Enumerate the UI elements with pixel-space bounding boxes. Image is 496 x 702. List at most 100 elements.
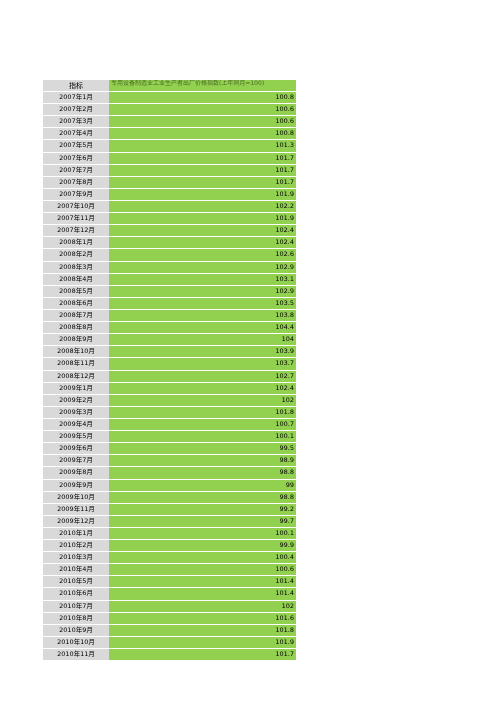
date-cell[interactable]: 2009年1月 [43, 382, 109, 395]
date-cell[interactable]: 2009年7月 [43, 455, 109, 468]
date-cell[interactable]: 2010年8月 [43, 612, 109, 625]
date-cell[interactable]: 2009年11月 [43, 503, 109, 516]
date-cell[interactable]: 2007年1月 [43, 92, 109, 105]
date-cell[interactable]: 2010年10月 [43, 636, 109, 650]
value-cell[interactable]: 99.7 [109, 515, 296, 528]
date-cell[interactable]: 2010年6月 [43, 588, 109, 601]
value-cell[interactable]: 103.9 [109, 346, 296, 359]
date-cell[interactable]: 2007年8月 [43, 176, 109, 189]
value-cell[interactable]: 100.7 [109, 418, 296, 432]
date-cell[interactable]: 2009年8月 [43, 467, 109, 480]
value-cell[interactable]: 101.7 [109, 176, 296, 189]
value-cell[interactable]: 102.9 [109, 285, 296, 298]
date-cell[interactable]: 2009年12月 [43, 515, 109, 528]
date-cell[interactable]: 2008年3月 [43, 261, 109, 274]
date-cell[interactable]: 2009年9月 [43, 479, 109, 492]
table-row: 2010年4月 100.6 [43, 564, 296, 577]
date-cell[interactable]: 2008年4月 [43, 273, 109, 286]
date-cell[interactable]: 2007年6月 [43, 152, 109, 165]
value-cell[interactable]: 102 [109, 394, 296, 407]
date-cell[interactable]: 2008年8月 [43, 322, 109, 335]
value-cell[interactable]: 103.7 [109, 358, 296, 371]
date-cell[interactable]: 2008年12月 [43, 370, 109, 383]
table-row: 2007年4月 100.8 [43, 128, 296, 141]
date-cell[interactable]: 2009年6月 [43, 443, 109, 456]
date-cell[interactable]: 2007年10月 [43, 200, 109, 214]
value-cell[interactable]: 101.9 [109, 213, 296, 226]
date-cell[interactable]: 2008年9月 [43, 334, 109, 347]
value-cell[interactable]: 102.4 [109, 382, 296, 395]
value-cell[interactable]: 101.8 [109, 406, 296, 419]
date-cell[interactable]: 2007年12月 [43, 225, 109, 238]
date-cell[interactable]: 2009年3月 [43, 406, 109, 419]
value-cell[interactable]: 98.8 [109, 491, 296, 504]
value-cell[interactable]: 100.6 [109, 564, 296, 577]
value-cell[interactable]: 101.6 [109, 612, 296, 625]
value-cell[interactable]: 101.4 [109, 576, 296, 589]
value-cell[interactable]: 101.8 [109, 624, 296, 637]
date-cell[interactable]: 2010年2月 [43, 540, 109, 553]
date-cell[interactable]: 2008年10月 [43, 346, 109, 359]
date-cell[interactable]: 2008年5月 [43, 285, 109, 298]
date-cell[interactable]: 2009年10月 [43, 491, 109, 504]
value-cell[interactable]: 100.6 [109, 116, 296, 129]
date-cell[interactable]: 2008年2月 [43, 249, 109, 262]
value-cell[interactable]: 100.8 [109, 128, 296, 141]
value-cell[interactable]: 98.9 [109, 455, 296, 468]
date-cell[interactable]: 2007年9月 [43, 188, 109, 201]
date-cell[interactable]: 2010年5月 [43, 576, 109, 589]
value-cell[interactable]: 103.1 [109, 273, 296, 286]
value-cell[interactable]: 99.2 [109, 503, 296, 516]
date-cell[interactable]: 2010年4月 [43, 564, 109, 577]
value-cell[interactable]: 101.4 [109, 588, 296, 601]
value-cell[interactable]: 102.7 [109, 370, 296, 383]
date-cell[interactable]: 2010年3月 [43, 552, 109, 565]
date-cell[interactable]: 2009年2月 [43, 394, 109, 407]
value-cell[interactable]: 101.9 [109, 188, 296, 201]
date-cell[interactable]: 2008年1月 [43, 237, 109, 250]
header-value-cell[interactable]: 专用设备制造业工业生产者出厂价格指数(上年同月=100) [109, 80, 296, 92]
value-cell[interactable]: 100.1 [109, 527, 296, 541]
value-cell[interactable]: 102.9 [109, 261, 296, 274]
date-cell[interactable]: 2009年5月 [43, 431, 109, 444]
date-cell[interactable]: 2007年7月 [43, 164, 109, 177]
value-cell[interactable]: 104 [109, 334, 296, 347]
value-cell[interactable]: 100.8 [109, 92, 296, 105]
date-cell[interactable]: 2009年4月 [43, 418, 109, 432]
value-cell[interactable]: 99.5 [109, 443, 296, 456]
value-cell[interactable]: 102.6 [109, 249, 296, 262]
date-cell[interactable]: 2010年1月 [43, 527, 109, 541]
value-cell[interactable]: 101.7 [109, 649, 296, 662]
value-cell[interactable]: 102.4 [109, 237, 296, 250]
date-cell[interactable]: 2007年5月 [43, 140, 109, 153]
data-table: 指标 专用设备制造业工业生产者出厂价格指数(上年同月=100) 2007年1月 1… [43, 80, 296, 662]
value-cell[interactable]: 101.9 [109, 636, 296, 650]
value-cell[interactable]: 98.8 [109, 467, 296, 480]
value-cell[interactable]: 100.1 [109, 431, 296, 444]
value-cell[interactable]: 103.5 [109, 297, 296, 310]
value-cell[interactable]: 104.4 [109, 322, 296, 335]
value-cell[interactable]: 100.4 [109, 552, 296, 565]
date-cell[interactable]: 2007年4月 [43, 128, 109, 141]
value-cell[interactable]: 99 [109, 479, 296, 492]
date-cell[interactable]: 2008年7月 [43, 309, 109, 323]
value-cell[interactable]: 103.8 [109, 309, 296, 323]
date-cell[interactable]: 2010年9月 [43, 624, 109, 637]
date-cell[interactable]: 2008年11月 [43, 358, 109, 371]
value-cell[interactable]: 99.9 [109, 540, 296, 553]
header-label-cell[interactable]: 指标 [43, 80, 109, 92]
date-cell[interactable]: 2008年6月 [43, 297, 109, 310]
value-cell[interactable]: 100.6 [109, 104, 296, 117]
value-cell[interactable]: 102.2 [109, 200, 296, 214]
value-cell[interactable]: 101.7 [109, 152, 296, 165]
value-cell[interactable]: 102 [109, 600, 296, 613]
table-row: 2009年1月 102.4 [43, 382, 296, 395]
date-cell[interactable]: 2007年3月 [43, 116, 109, 129]
date-cell[interactable]: 2007年11月 [43, 213, 109, 226]
date-cell[interactable]: 2010年7月 [43, 600, 109, 613]
date-cell[interactable]: 2010年11月 [43, 649, 109, 662]
value-cell[interactable]: 101.3 [109, 140, 296, 153]
value-cell[interactable]: 102.4 [109, 225, 296, 238]
value-cell[interactable]: 101.7 [109, 164, 296, 177]
date-cell[interactable]: 2007年2月 [43, 104, 109, 117]
